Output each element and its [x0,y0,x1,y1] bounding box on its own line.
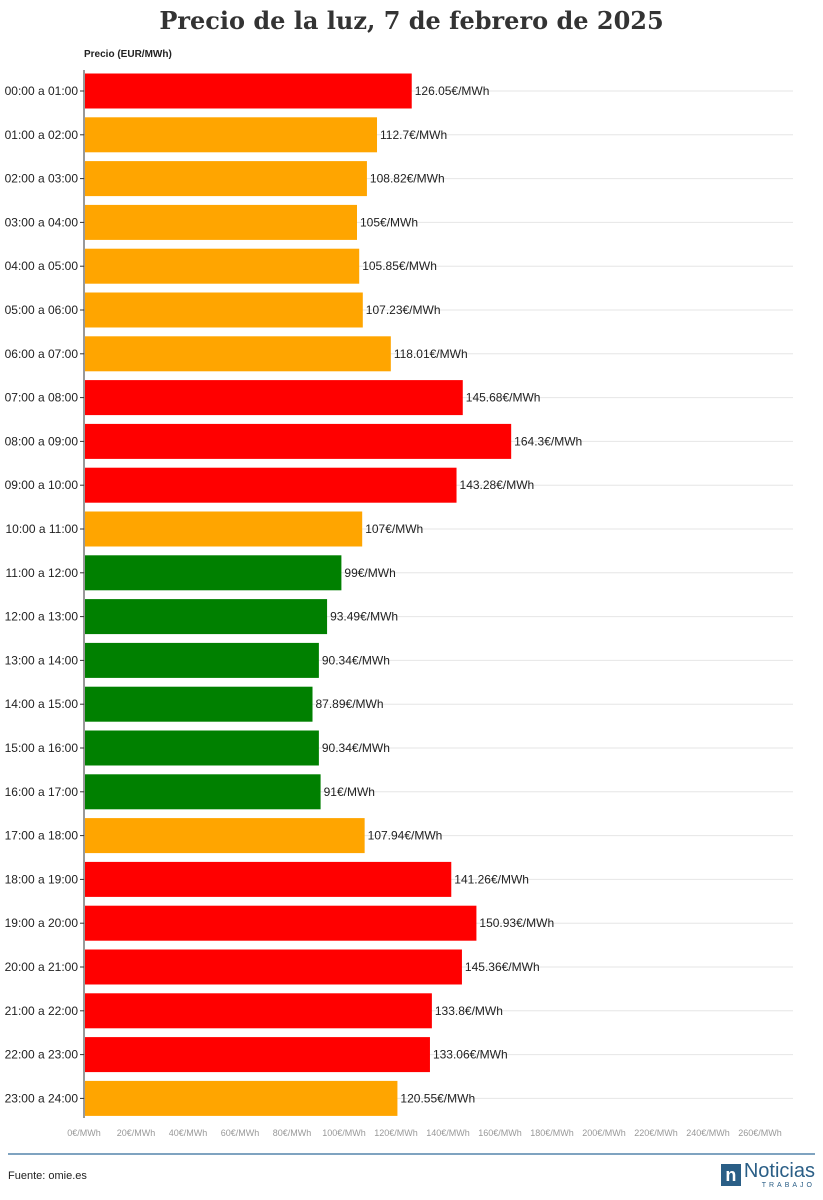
bar-11001200 [85,555,342,591]
bar-15001600 [85,730,319,766]
value-label: 91€/MWh [324,785,375,799]
category-label: 15:00 a 16:00 [5,741,79,755]
bar-13001400 [85,642,319,678]
x-tick-label: 60€/MWh [221,1128,260,1138]
bar-21002200 [85,993,432,1029]
logo-mark: n [720,1164,741,1186]
category-label: 12:00 a 13:00 [5,610,79,624]
bar-14001500 [85,686,313,722]
value-label: 90.34€/MWh [322,653,390,667]
x-tick-label: 0€/MWh [67,1128,101,1138]
bar-08000900 [85,423,512,459]
bar-17001800 [85,818,365,854]
bar-23002400 [85,1080,398,1116]
value-label: 93.49€/MWh [330,610,398,624]
bar-20002100 [85,949,462,985]
bar-01000200 [85,117,378,153]
bar-05000600 [85,292,363,328]
value-label: 118.01€/MWh [394,347,468,361]
bar-04000500 [85,248,360,284]
category-label: 20:00 a 21:00 [5,960,79,974]
category-label: 17:00 a 18:00 [5,829,79,843]
x-tick-label: 20€/MWh [117,1128,156,1138]
chart-title: Precio de la luz, 7 de febrero de 2025 [159,6,664,35]
bar-18001900 [85,861,452,897]
value-label: 108.82€/MWh [370,172,445,186]
x-tick-label: 40€/MWh [169,1128,208,1138]
logo-subtitle: TRABAJO [761,1182,815,1189]
bar-06000700 [85,336,391,372]
category-label: 13:00 a 14:00 [5,653,79,667]
category-label: 08:00 a 09:00 [5,434,79,448]
value-label: 99€/MWh [344,566,395,580]
category-label: 06:00 a 07:00 [5,347,79,361]
x-tick-label: 120€/MWh [374,1128,418,1138]
bar-22002300 [85,1037,430,1073]
x-tick-label: 260€/MWh [738,1128,782,1138]
value-label: 107.23€/MWh [366,303,441,317]
category-label: 03:00 a 04:00 [5,215,79,229]
value-label: 133.06€/MWh [433,1048,508,1062]
x-tick-label: 140€/MWh [426,1128,470,1138]
bar-07000800 [85,380,463,416]
x-tick-label: 220€/MWh [634,1128,678,1138]
category-label: 16:00 a 17:00 [5,785,79,799]
bar-00000100 [85,73,412,109]
x-tick-label: 200€/MWh [582,1128,626,1138]
value-label: 141.26€/MWh [454,872,529,886]
category-label: 19:00 a 20:00 [5,916,79,930]
value-label: 150.93€/MWh [479,916,554,930]
value-label: 164.3€/MWh [514,434,582,448]
bar-09001000 [85,467,457,503]
value-label: 145.68€/MWh [466,391,541,405]
bar-chart: Precio (EUR/MWh) 00:00 a 01:00 126.05€/MWh… [5,49,793,1138]
value-label: 90.34€/MWh [322,741,390,755]
source-note: Fuente: omie.es [8,1170,87,1182]
category-label: 14:00 a 15:00 [5,697,79,711]
value-label: 133.8€/MWh [435,1004,503,1018]
category-label: 04:00 a 05:00 [5,259,79,273]
bar-19002000 [85,905,477,941]
category-label: 09:00 a 10:00 [5,478,79,492]
category-label: 11:00 a 12:00 [5,566,78,580]
category-label: 05:00 a 06:00 [5,303,79,317]
value-label: 145.36€/MWh [465,960,540,974]
category-label: 22:00 a 23:00 [5,1048,79,1062]
x-tick-label: 80€/MWh [273,1128,312,1138]
category-label: 23:00 a 24:00 [5,1091,79,1105]
value-label: 112.7€/MWh [380,128,447,142]
value-label: 87.89€/MWh [316,697,384,711]
bar-03000400 [85,204,357,240]
brand-logo[interactable]: n Noticias TRABAJO [720,1160,815,1189]
value-label: 120.55€/MWh [400,1091,475,1105]
x-tick-label: 180€/MWh [530,1128,574,1138]
x-tick-label: 160€/MWh [478,1128,522,1138]
bar-10001100 [85,511,363,547]
value-label: 107€/MWh [365,522,423,536]
category-label: 10:00 a 11:00 [5,522,78,536]
y-axis-label: Precio (EUR/MWh) [84,49,172,60]
value-label: 107.94€/MWh [368,829,443,843]
category-label: 02:00 a 03:00 [5,172,79,186]
category-label: 00:00 a 01:00 [5,84,79,98]
category-label: 21:00 a 22:00 [5,1004,79,1018]
category-label: 01:00 a 02:00 [5,128,79,142]
x-tick-label: 240€/MWh [686,1128,730,1138]
bar-12001300 [85,599,328,635]
bar-02000300 [85,161,367,197]
bar-16001700 [85,774,321,810]
logo-name: Noticias [743,1160,815,1182]
value-label: 105.85€/MWh [362,259,437,273]
footer-divider [8,1153,815,1155]
value-label: 105€/MWh [360,215,418,229]
category-label: 18:00 a 19:00 [5,872,79,886]
value-label: 126.05€/MWh [415,84,490,98]
category-label: 07:00 a 08:00 [5,391,79,405]
value-label: 143.28€/MWh [460,478,535,492]
x-tick-label: 100€/MWh [322,1128,366,1138]
